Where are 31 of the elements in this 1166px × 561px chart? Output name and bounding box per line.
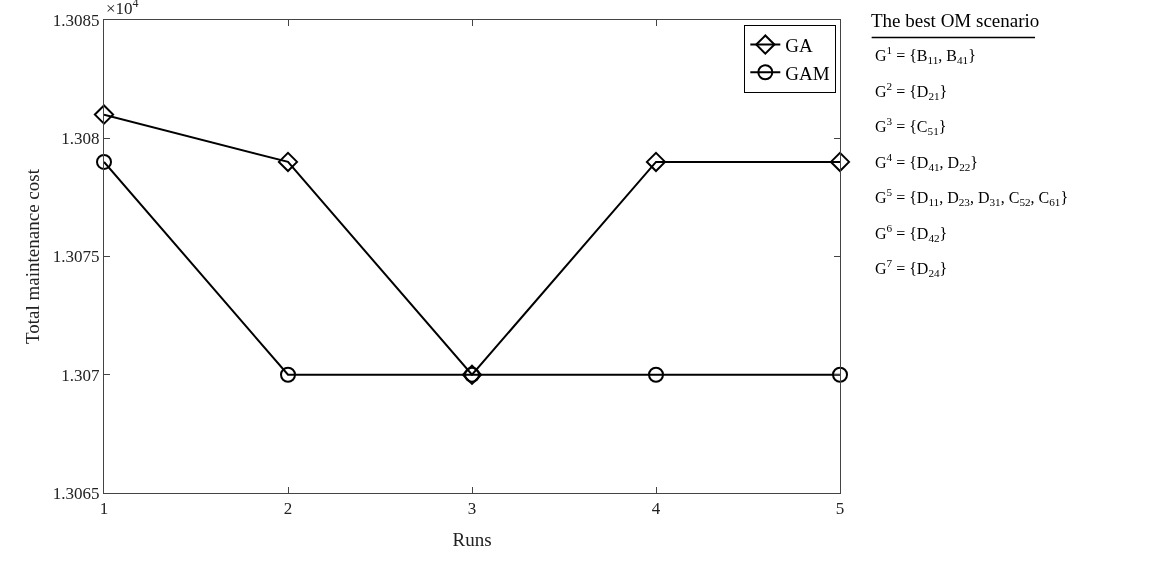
text: The best OM scenario bbox=[871, 10, 1040, 31]
text: G$^{5}$ = {D$_{11}$, D$_{23}$, D$_{31}$, C$_{52}$, C$_{61}$} bbox=[875, 186, 1069, 209]
text: G$^{6}$ = {D$_{42}$} bbox=[875, 222, 948, 245]
text: G$^{3}$ = {C$_{51}$} bbox=[875, 115, 947, 138]
x-tick-label: 4 bbox=[651, 499, 661, 519]
point bbox=[645, 151, 667, 172]
x-tick-label: 5 bbox=[835, 499, 845, 519]
point bbox=[832, 366, 848, 383]
x-tick-label: 3 bbox=[467, 499, 477, 519]
point bbox=[648, 366, 664, 383]
point bbox=[277, 151, 299, 172]
point bbox=[96, 153, 112, 170]
point bbox=[93, 104, 115, 125]
legend-label: GA bbox=[785, 34, 814, 56]
y-tick-label: 1.3085 bbox=[52, 10, 100, 30]
x-tick-label: 1 bbox=[99, 499, 109, 519]
point bbox=[829, 151, 851, 172]
point bbox=[280, 366, 296, 383]
text: G$^{2}$ = {D$_{21}$} bbox=[875, 80, 948, 103]
text: G$^{4}$ = {D$_{41}$, D$_{22}$} bbox=[875, 151, 979, 174]
x-axis-title: Runs bbox=[452, 529, 492, 551]
text: G$^{7}$ = {D$_{24}$} bbox=[875, 257, 948, 280]
y-tick-label: 1.308 bbox=[61, 129, 100, 149]
x-tick-label: 2 bbox=[283, 499, 293, 519]
text: ×10$^{4}$ bbox=[106, 0, 139, 19]
text: G$^{1}$ = {B$_{11}$, B$_{41}$} bbox=[875, 44, 976, 67]
y-tick-label: 1.307 bbox=[61, 365, 101, 385]
y-axis-title: Total maintenance cost bbox=[21, 168, 43, 344]
y-tick-label: 1.3075 bbox=[52, 247, 100, 267]
legend-label: GAM bbox=[785, 62, 830, 84]
y-tick-label: 1.3065 bbox=[52, 483, 100, 503]
